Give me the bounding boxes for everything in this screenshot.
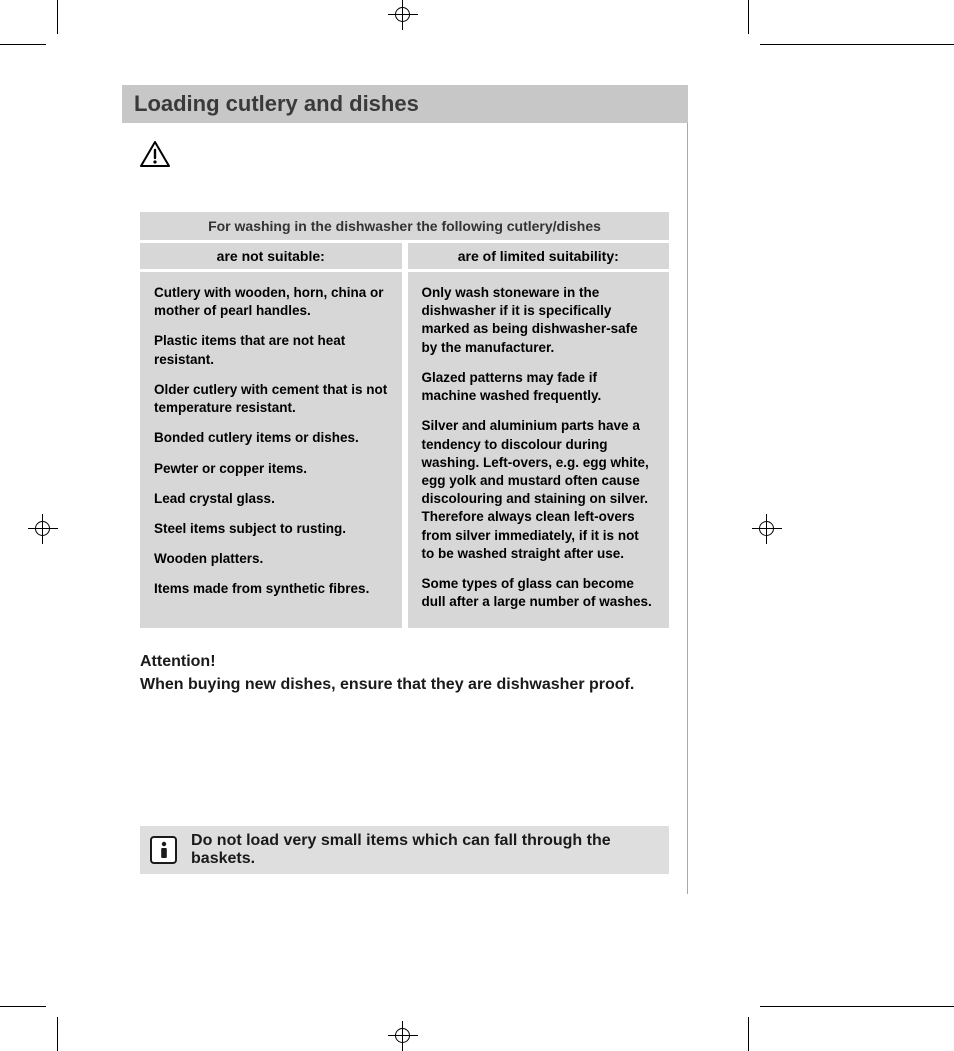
info-bar: Do not load very small items which can f… [140, 826, 669, 874]
registration-mark [752, 514, 782, 544]
column-header-not-suitable: are not suitable: [140, 243, 402, 269]
list-item: Cutlery with wooden, horn, china or moth… [154, 284, 388, 320]
list-item: Lead crystal glass. [154, 490, 388, 508]
registration-mark [388, 1021, 418, 1051]
attention-body: When buying new dishes, ensure that they… [140, 673, 669, 696]
list-item: Steel items subject to rusting. [154, 520, 388, 538]
list-item: Glazed patterns may fade if machine wash… [422, 369, 656, 405]
table-header: For washing in the dishwasher the follow… [140, 212, 669, 240]
info-icon [150, 836, 177, 864]
info-text: Do not load very small items which can f… [191, 832, 659, 868]
suitability-table: For washing in the dishwasher the follow… [140, 212, 669, 628]
attention-note: Attention! When buying new dishes, ensur… [140, 650, 669, 696]
warning-icon [140, 141, 669, 172]
column-header-limited: are of limited suitability: [408, 243, 670, 269]
attention-heading: Attention! [140, 650, 669, 673]
limited-suitability-list: Only wash stoneware in the dishwasher if… [408, 272, 670, 628]
list-item: Silver and aluminium parts have a tenden… [422, 417, 656, 563]
list-item: Plastic items that are not heat resistan… [154, 332, 388, 368]
crop-mark [57, 0, 58, 34]
crop-mark [57, 1017, 58, 1051]
list-item: Pewter or copper items. [154, 460, 388, 478]
page-content: Loading cutlery and dishes For washing i… [122, 85, 688, 894]
list-item: Wooden platters. [154, 550, 388, 568]
list-item: Only wash stoneware in the dishwasher if… [422, 284, 656, 357]
list-item: Older cutlery with cement that is not te… [154, 381, 388, 417]
list-item: Items made from synthetic fibres. [154, 580, 388, 598]
crop-mark [0, 1006, 46, 1007]
page-title: Loading cutlery and dishes [122, 85, 688, 123]
content-area: For washing in the dishwasher the follow… [122, 123, 688, 894]
crop-mark [748, 1017, 749, 1051]
crop-mark [0, 44, 46, 45]
crop-mark [760, 44, 954, 45]
list-item: Bonded cutlery items or dishes. [154, 429, 388, 447]
crop-mark [760, 1006, 954, 1007]
not-suitable-list: Cutlery with wooden, horn, china or moth… [140, 272, 402, 628]
crop-mark [748, 0, 749, 34]
registration-mark [28, 514, 58, 544]
registration-mark [388, 0, 418, 30]
list-item: Some types of glass can become dull afte… [422, 575, 656, 611]
